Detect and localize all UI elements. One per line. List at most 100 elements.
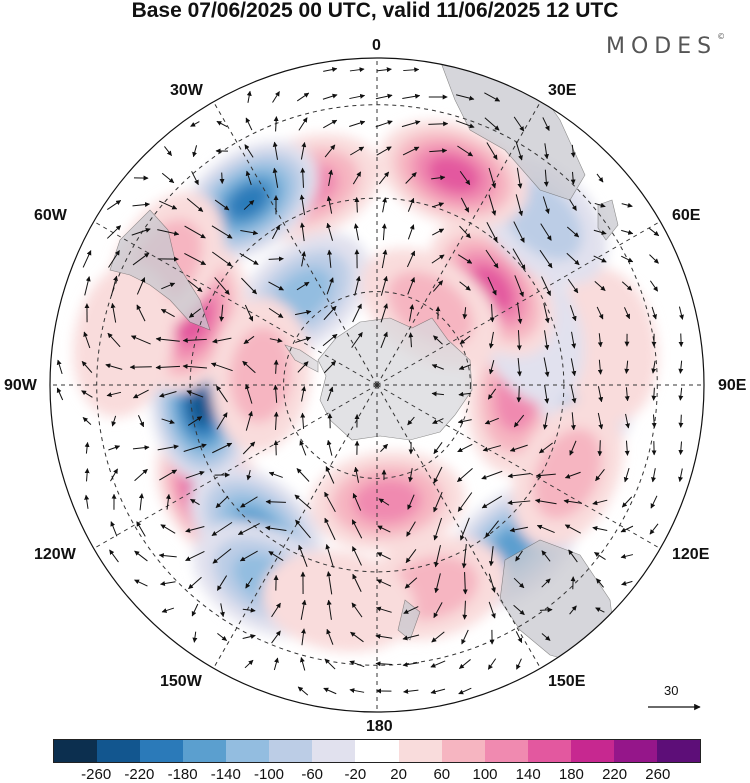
wind-arrow (134, 468, 148, 482)
wind-arrow (651, 468, 656, 483)
lon-label-60e: 60E (672, 207, 701, 224)
wind-arrow (461, 629, 469, 645)
wind-arrow (481, 495, 503, 509)
wind-arrow (108, 250, 120, 268)
wind-arrow (216, 385, 228, 403)
wind-arrow (299, 656, 306, 671)
wind-arrow (650, 495, 658, 509)
wind-arrow (593, 229, 607, 235)
wind-arrow (541, 578, 551, 588)
wind-arrow (402, 662, 420, 668)
colorbar-swatch (183, 740, 227, 762)
wind-arrow (380, 331, 388, 349)
wind-arrow (157, 229, 180, 236)
wind-arrow (513, 221, 525, 243)
wind-arrow (458, 364, 471, 370)
wind-arrow (188, 308, 202, 318)
wind-arrow (382, 197, 388, 213)
wind-arrow (487, 388, 497, 400)
wind-arrow (544, 384, 550, 404)
wind-arrow (323, 305, 337, 321)
wind-arrow (375, 661, 393, 667)
wind-arrow (296, 281, 310, 291)
wind-arrow (431, 631, 445, 643)
wind-arrow (161, 282, 176, 290)
wind-arrow (404, 577, 418, 589)
wind-arrow (597, 386, 604, 403)
map-title: Base 07/06/2025 00 UTC, valid 11/06/2025… (131, 0, 619, 22)
wind-arrow (216, 575, 228, 591)
wind-arrow (300, 599, 307, 620)
wind-arrow (354, 197, 360, 213)
wind-arrow (323, 67, 338, 72)
wind-arrow (300, 142, 307, 160)
wind-arrow (272, 167, 279, 188)
wind-arrow (351, 602, 363, 618)
colorbar-swatch (613, 740, 657, 762)
wind-arrow (431, 391, 444, 397)
wind-arrow (381, 223, 387, 241)
colorbar-tick-label: -20 (344, 766, 367, 783)
wind-arrow (84, 441, 90, 454)
wind-arrow (322, 93, 338, 100)
wind-arrow (295, 519, 311, 539)
wind-arrow (516, 330, 522, 351)
wind-arrow (378, 498, 390, 506)
colorbar-swatch (398, 740, 442, 762)
wind-arrow (620, 525, 634, 533)
reference-vector-label: 30 (664, 683, 679, 698)
wind-arrow (299, 222, 305, 242)
wind-arrow (269, 337, 283, 343)
modes-logo: MODES© (606, 32, 725, 59)
wind-arrow (240, 496, 258, 508)
wind-arrow (434, 544, 441, 568)
wind-arrow (596, 173, 604, 183)
colorbar-tick-label: -140 (210, 766, 241, 783)
wind-arrow (462, 307, 468, 320)
wind-arrow (621, 496, 633, 508)
wind-arrow (507, 473, 530, 479)
meridian-line (213, 101, 378, 386)
wind-arrow (105, 363, 123, 370)
wind-arrow (245, 577, 253, 589)
wind-arrow (268, 471, 283, 478)
wind-arrow (678, 387, 684, 401)
wind-arrow (322, 333, 338, 347)
wind-arrow (246, 90, 252, 103)
colorbar-tick-label: -260 (81, 766, 112, 783)
wind-arrow (56, 387, 64, 401)
wind-arrow (137, 415, 145, 428)
wind-arrow (624, 360, 630, 374)
wind-arrow (542, 117, 550, 132)
wind-arrow (507, 500, 531, 506)
wind-arrow (544, 330, 550, 351)
wind-arrow (327, 386, 334, 402)
wind-arrow (350, 146, 365, 156)
wind-arrow (326, 628, 334, 645)
wind-arrow (542, 196, 550, 214)
wind-arrow (434, 573, 441, 594)
wind-arrow (326, 195, 333, 214)
wind-arrow (567, 278, 579, 294)
wind-arrow (570, 144, 576, 158)
wind-arrow (485, 249, 499, 269)
wind-arrow (541, 550, 551, 562)
wind-arrow (300, 167, 306, 188)
wind-arrow (82, 417, 92, 425)
wind-arrow (159, 469, 178, 481)
wind-arrow (161, 418, 175, 425)
wind-arrow (349, 660, 365, 668)
madagascar (597, 199, 619, 241)
wind-arrow (457, 419, 472, 424)
wind-arrow (110, 521, 118, 537)
wind-arrow (129, 364, 152, 370)
wind-arrow (138, 493, 144, 511)
wind-arrow (648, 227, 660, 237)
wind-arrow (265, 525, 287, 532)
wind-arrow (158, 553, 177, 559)
wind-arrow (268, 307, 284, 319)
wind-arrow (516, 302, 523, 325)
wind-arrow (165, 493, 171, 510)
wind-arrow (83, 331, 91, 349)
wind-arrow (488, 573, 496, 593)
